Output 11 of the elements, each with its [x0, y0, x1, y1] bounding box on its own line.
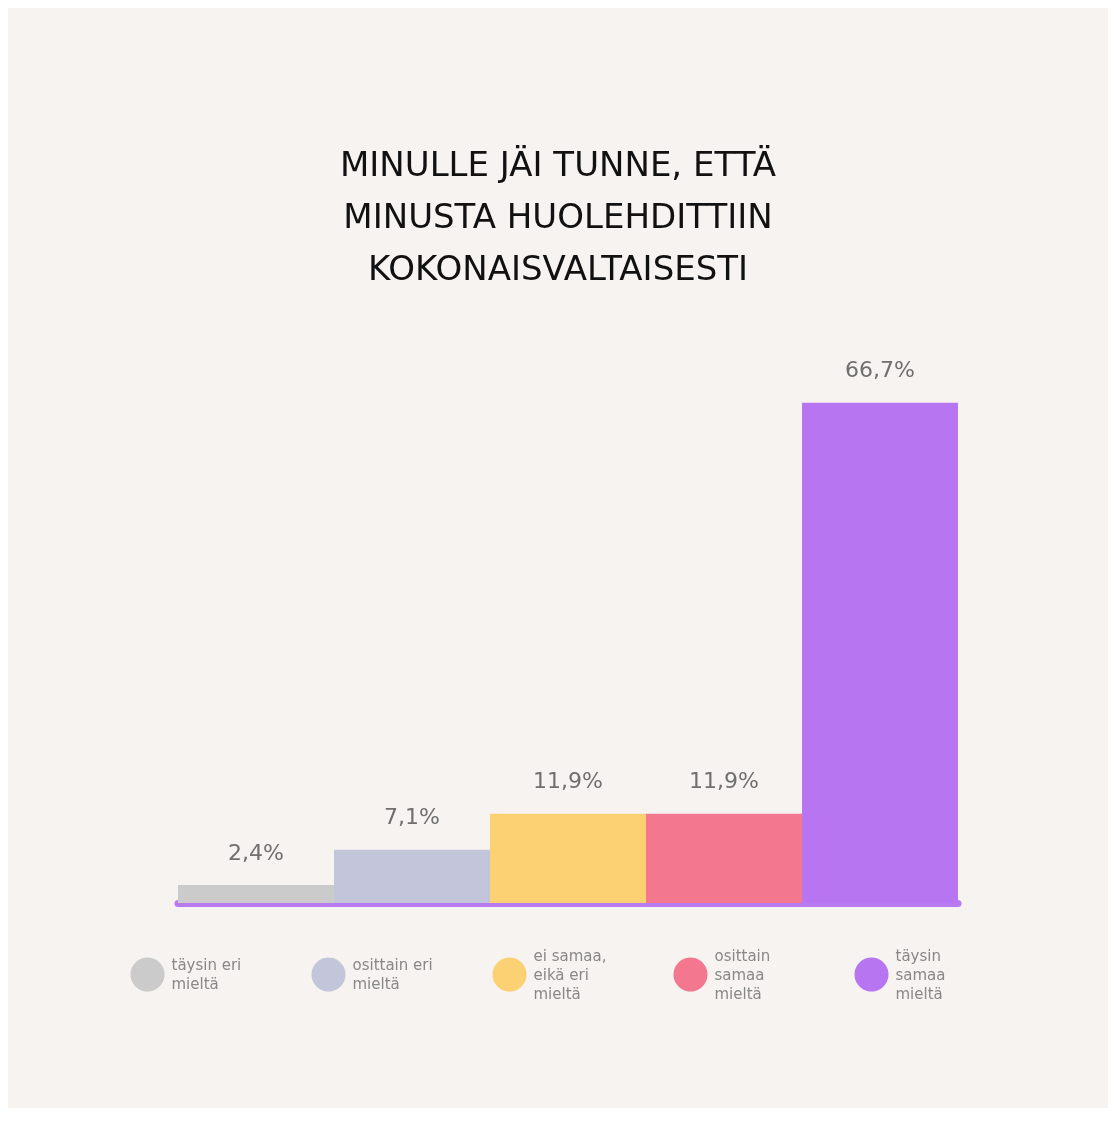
legend-label: osittain eri mieltä	[352, 956, 438, 993]
data-label: 11,9%	[533, 768, 603, 794]
data-label: 2,4%	[228, 839, 284, 865]
legend-label: ei samaa, eikä eri mieltä	[533, 946, 612, 1003]
legend-label: osittain samaa mieltä	[714, 946, 776, 1003]
data-label: 66,7%	[845, 357, 915, 383]
legend-label: täysin samaa mieltä	[895, 946, 951, 1003]
chart-title: MINULLE JÄI TUNNE, ETTÄ MINUSTA HUOLEHDITTIIN KOKONAISVALTAISESTI	[339, 144, 777, 288]
data-label: 11,9%	[689, 768, 759, 794]
data-label: 7,1%	[384, 804, 440, 830]
legend-label: täysin eri mieltä	[171, 956, 247, 993]
